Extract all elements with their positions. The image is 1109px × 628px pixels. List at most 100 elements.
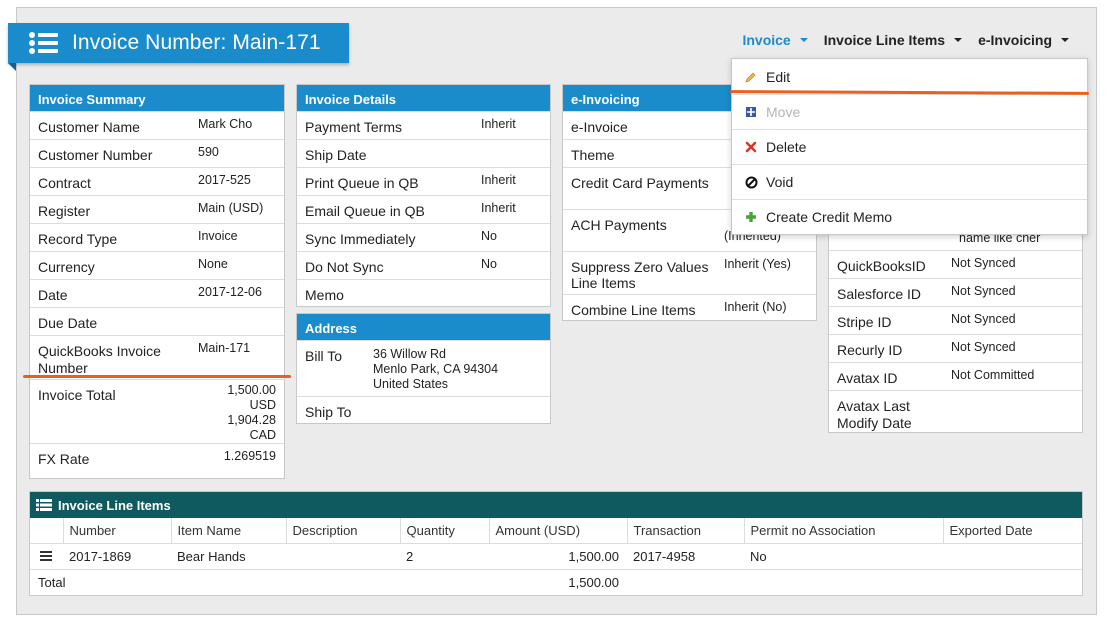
cell-description — [286, 543, 400, 570]
column-header[interactable]: Exported Date — [942, 518, 1082, 544]
sync-label: Stripe ID — [837, 314, 892, 330]
column-header[interactable]: Item Name — [170, 518, 286, 544]
summary-row: Customer Number 590 — [30, 139, 284, 167]
cell-amount: 1,500.00 — [489, 543, 627, 570]
plus-icon — [744, 210, 758, 224]
sync-row: Avatax ID Not Committed — [829, 362, 1082, 390]
einvoicing-label: e-Invoice — [571, 119, 628, 135]
einvoicing-value: Inherit (No) — [724, 300, 787, 314]
column-header[interactable]: Number — [62, 518, 171, 544]
nav-einvoicing-label: e-Invoicing — [978, 32, 1052, 48]
invoice-details-header: Invoice Details — [297, 85, 550, 111]
invoice-summary-header: Invoice Summary — [30, 85, 284, 111]
table-row[interactable]: 2017-1869 Bear Hands 2 1,500.00 2017-495… — [30, 543, 1082, 570]
bill-to-address: 36 Willow Rd Menlo Park, CA 94304 United… — [373, 341, 498, 396]
column-header[interactable]: Description — [285, 518, 400, 544]
invoice-actions-dropdown: Edit Move Delete Void Create Credit Memo — [731, 58, 1088, 235]
bill-to-label: Bill To — [305, 348, 343, 364]
einvoicing-value: Inherit (Yes) — [724, 257, 791, 271]
summary-value: None — [198, 257, 228, 271]
summary-row: Due Date — [30, 307, 284, 335]
summary-row: Register Main (USD) — [30, 195, 284, 223]
summary-value: Main-171 — [198, 341, 251, 355]
sync-value: Not Synced — [951, 284, 1016, 298]
summary-value: 2017-525 — [198, 173, 251, 187]
cell-permit: No — [744, 543, 943, 570]
nav-invoice-menu[interactable]: Invoice — [734, 32, 815, 48]
summary-row: Currency None — [30, 251, 284, 279]
chevron-down-icon — [1061, 38, 1069, 42]
sync-row: Stripe ID Not Synced — [829, 306, 1082, 334]
summary-label: FX Rate — [38, 451, 90, 467]
cell-transaction[interactable]: 2017-4958 — [627, 543, 744, 570]
summary-label: Record Type — [38, 231, 118, 247]
table-icon — [36, 499, 52, 511]
line-items-header: Invoice Line Items — [30, 492, 1082, 518]
menu-item-edit[interactable]: Edit — [732, 59, 1087, 94]
summary-label: Currency — [38, 259, 95, 275]
void-icon — [744, 175, 758, 189]
ship-to-row: Ship To — [297, 396, 550, 424]
address-header: Address — [297, 314, 550, 340]
summary-label: Due Date — [38, 315, 98, 331]
menu-item-void[interactable]: Void — [732, 164, 1087, 199]
nav-line-items-menu[interactable]: Invoice Line Items — [816, 32, 970, 48]
details-value: Inherit — [481, 173, 516, 187]
highlight-underline-qb-number — [23, 375, 291, 378]
summary-value: Main (USD) — [198, 201, 264, 215]
details-row: Payment Terms Inherit — [297, 111, 550, 139]
line-items-table: Number Item Name Description Quantity Am… — [30, 518, 1082, 595]
details-label: Memo — [305, 287, 344, 303]
page-title-banner: Invoice Number: Main-171 — [8, 23, 349, 71]
einvoicing-row: Suppress Zero Values Line Items Inherit (… — [563, 251, 816, 294]
nav-invoice-label: Invoice — [742, 32, 791, 48]
table-header-row: Number Item Name Description Quantity Am… — [30, 518, 1082, 544]
sync-label: Avatax ID — [837, 370, 898, 386]
chevron-down-icon — [799, 38, 808, 42]
sync-label: QuickBooksID — [837, 258, 926, 274]
nav-einvoicing-menu[interactable]: e-Invoicing — [970, 32, 1077, 48]
details-row: Email Queue in QB Inherit — [297, 195, 550, 223]
sync-value: Not Synced — [951, 340, 1016, 354]
details-row: Ship Date — [297, 139, 550, 167]
nav-line-items-label: Invoice Line Items — [823, 32, 946, 48]
table-total-row: Total 1,500.00 — [30, 569, 1082, 595]
total-cad-currency: CAD — [249, 428, 276, 442]
summary-row: QuickBooks Invoice Number Main-171 — [30, 335, 284, 379]
column-header[interactable]: Permit no Association — [743, 518, 943, 544]
einvoicing-row: Theme — [563, 139, 816, 167]
sync-row: Avatax Last Modify Date — [829, 390, 1082, 434]
summary-label: Date — [38, 287, 68, 303]
summary-value: 2017-12-06 — [198, 285, 262, 299]
details-row: Do Not Sync No — [297, 251, 550, 279]
einvoicing-row: Combine Line Items Inherit (No) — [563, 294, 816, 322]
sync-label: Avatax Last Modify Date — [837, 398, 912, 431]
details-row: Sync Immediately No — [297, 223, 550, 251]
cell-number[interactable]: 2017-1869 — [63, 543, 171, 570]
summary-row: Invoice Total 1,500.00 USD 1,904.28 CAD — [30, 379, 284, 443]
total-usd-currency: USD — [249, 398, 276, 412]
menu-item-label: Edit — [766, 68, 791, 85]
total-amount: 1,500.00 — [568, 574, 619, 590]
move-icon — [744, 105, 758, 119]
column-header[interactable]: Quantity — [399, 518, 489, 544]
details-value: No — [481, 229, 497, 243]
summary-label: Contract — [38, 175, 91, 191]
menu-item-move[interactable]: Move — [732, 94, 1087, 129]
pencil-icon — [744, 70, 758, 84]
chevron-down-icon — [954, 38, 963, 42]
details-value: No — [481, 257, 497, 271]
summary-value: Invoice — [198, 229, 238, 243]
menu-item-delete[interactable]: Delete — [732, 129, 1087, 164]
column-header[interactable]: Transaction — [626, 518, 744, 544]
bill-to-row: Bill To 36 Willow Rd Menlo Park, CA 9430… — [297, 340, 550, 396]
row-menu-icon[interactable] — [30, 543, 63, 570]
summary-row: Record Type Invoice — [30, 223, 284, 251]
column-header[interactable]: Amount (USD) — [488, 518, 627, 544]
summary-label: Register — [38, 203, 91, 219]
summary-row: Contract 2017-525 — [30, 167, 284, 195]
menu-item-create-credit-memo[interactable]: Create Credit Memo — [732, 199, 1087, 234]
einvoicing-label: Combine Line Items — [571, 302, 696, 318]
einvoicing-label: Credit Card Payments — [571, 175, 709, 191]
address-line: United States — [373, 377, 449, 391]
